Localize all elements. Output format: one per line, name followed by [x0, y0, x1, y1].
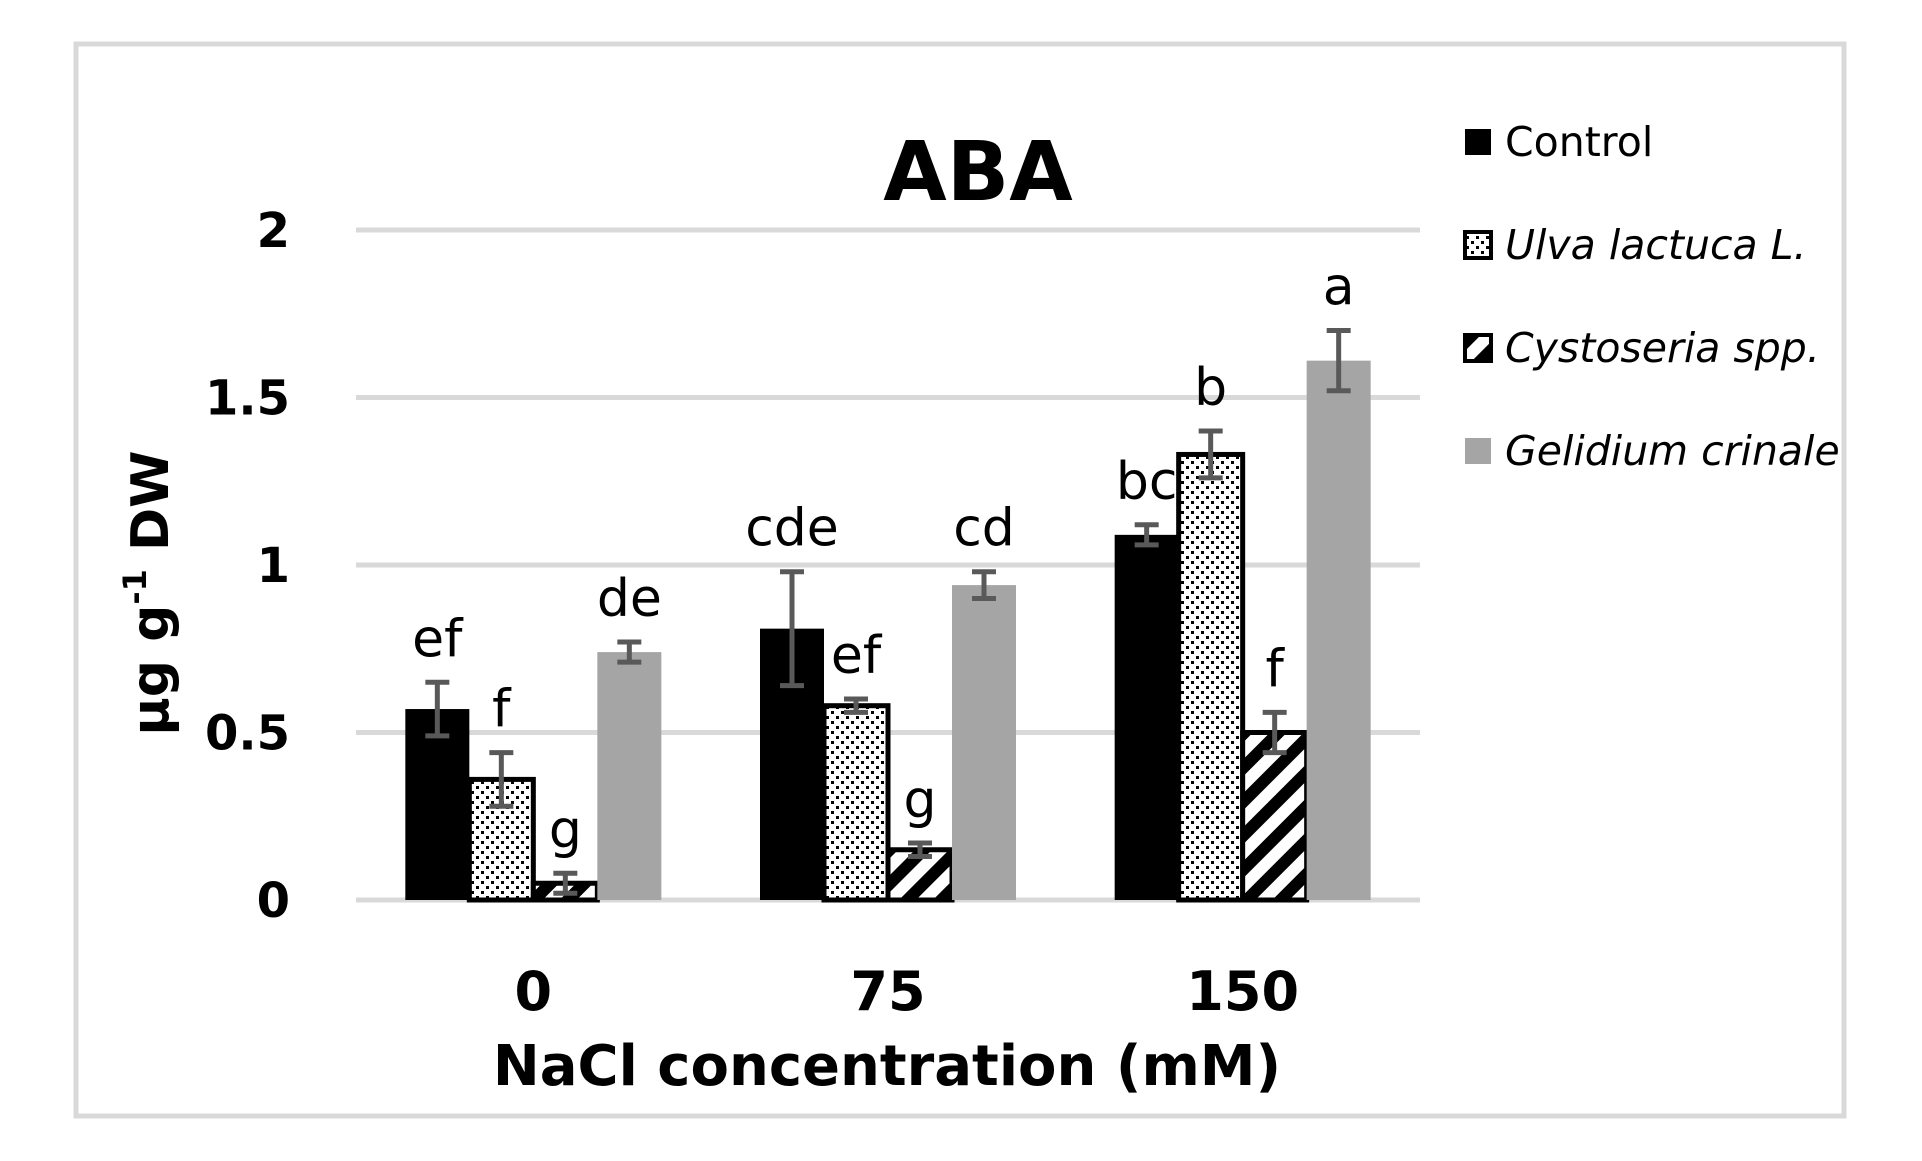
bars: [405, 360, 1371, 903]
legend-swatch: [1465, 438, 1491, 464]
bar: [597, 652, 662, 900]
significance-letter: f: [1266, 639, 1286, 699]
significance-letter: cde: [745, 499, 839, 559]
significance-letter: ef: [831, 626, 883, 686]
x-tick-label: 150: [1186, 960, 1299, 1023]
legend-label: Cystoseria spp.: [1505, 324, 1820, 372]
y-axis-ticks: 0 0.5 1 1.5 2: [205, 203, 290, 929]
significance-letter: a: [1323, 258, 1355, 318]
significance-letter: bc: [1116, 452, 1178, 512]
legend-label: Ulva lactuca L.: [1505, 221, 1807, 269]
legend-swatch: [1465, 129, 1491, 155]
y-tick-label: 0.5: [205, 706, 290, 762]
y-axis-label: µg g-1 DW: [116, 451, 181, 736]
y-axis-label-suffix: DW: [121, 451, 181, 570]
legend-swatch: [1463, 230, 1493, 260]
significance-letter: ef: [412, 609, 464, 669]
bar: [405, 709, 470, 900]
chart-title: ABA: [883, 125, 1073, 220]
bar: [821, 703, 891, 903]
significance-letter: g: [903, 770, 936, 830]
significance-letter: b: [1194, 358, 1227, 418]
legend: Control Ulva lactuca L. Cystoseria spp. Gel…: [1463, 118, 1840, 475]
bar: [952, 585, 1016, 900]
legend-label: Gelidium crinale: [1505, 427, 1840, 475]
y-tick-label: 0: [257, 873, 290, 929]
significance-letter: de: [597, 569, 662, 629]
chart-frame: [73, 41, 1847, 1119]
error-bars: [425, 328, 1351, 896]
bar: [1306, 360, 1371, 900]
legend-swatch: [1463, 333, 1493, 363]
bar: [1114, 534, 1179, 900]
x-tick-label: 0: [515, 960, 553, 1023]
significance-letter: g: [549, 800, 582, 860]
y-axis-label-exponent: -1: [116, 569, 154, 605]
x-tick-label: 75: [850, 960, 925, 1023]
bar: [1240, 730, 1310, 903]
legend-label: Control: [1505, 118, 1653, 166]
significance-letter: f: [492, 680, 512, 740]
x-axis-ticks: 0 75 150: [515, 960, 1299, 1023]
y-tick-label: 1.5: [205, 371, 290, 427]
x-axis-label: NaCl concentration (mM): [493, 1034, 1281, 1099]
y-axis-label-unit: µg g: [121, 605, 181, 736]
y-tick-label: 1: [257, 538, 290, 594]
y-tick-label: 2: [257, 203, 290, 259]
bar: [1176, 451, 1246, 903]
significance-letter: cd: [953, 499, 1015, 559]
